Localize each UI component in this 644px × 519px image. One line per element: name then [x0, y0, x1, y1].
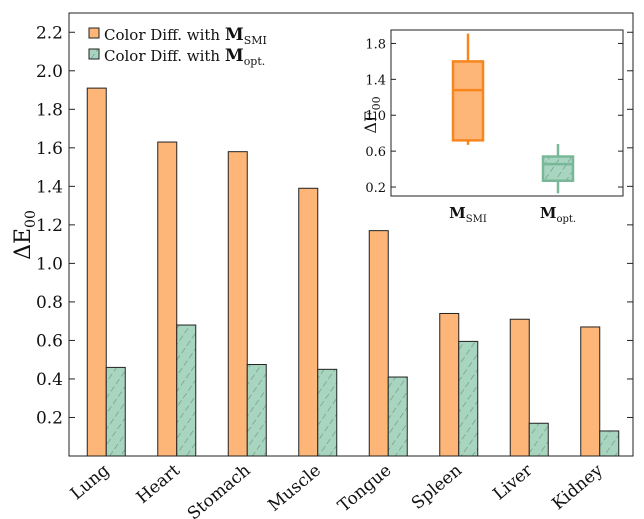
y-axis-title: ΔE00	[11, 210, 39, 260]
y-tick-label: 0.4	[36, 370, 63, 390]
legend-label-series-1: Color Diff. with MSMI	[104, 25, 267, 47]
bar-spleen-series-1	[439, 312, 460, 457]
bar-tongue-series-2	[387, 376, 408, 457]
inset-y-axis-ticks: 0.2 0.6 1.0 1.4 1.8	[365, 37, 623, 196]
inset-boxes	[451, 33, 575, 194]
inset-boxplot: 0.2 0.6 1.0 1.4 1.8 ΔE00 MSMI Mopt.	[361, 29, 624, 225]
inset-y-tick-label: 0.6	[365, 145, 386, 160]
x-tick-label-heart: Heart	[133, 460, 184, 508]
x-tick-label-liver: Liver	[489, 460, 537, 504]
x-tick-label-muscle: Muscle	[265, 461, 325, 516]
inset-y-tick-label: 1.8	[365, 37, 386, 52]
inset-x-label-1: MSMI	[449, 204, 487, 225]
legend-label-series-2: Color Diff. with Mopt.	[104, 46, 265, 68]
bar-heart-series-2	[176, 324, 197, 457]
bar-lung-series-2	[105, 366, 126, 457]
legend-swatch-series-1	[88, 27, 100, 39]
bar-kidney-series-2	[599, 430, 620, 457]
x-axis-labels: Lung Heart Stomach Muscle Tongue Spleen Liver K…	[67, 460, 607, 519]
legend-swatch-series-2	[88, 48, 100, 60]
inset-y-tick-label: 1.0	[365, 109, 386, 124]
y-tick-label: 1.0	[36, 254, 63, 274]
y-axis-ticks: 0.2 0.4 0.6 0.8 1.0 1.2 1.4 1.6 1.8 2.0 2.2	[36, 23, 633, 428]
bar-tongue-series-1	[368, 230, 389, 457]
y-tick-label: 1.6	[36, 139, 63, 159]
inset-x-label-2: Mopt.	[540, 204, 576, 225]
bar-muscle-series-2	[317, 368, 338, 457]
bar-stomach-series-2	[246, 364, 267, 457]
y-tick-label: 0.2	[36, 408, 63, 428]
plot-frame	[68, 12, 634, 457]
x-tick-label-spleen: Spleen	[408, 460, 466, 513]
y-tick-label: 1.2	[36, 216, 63, 236]
inset-y-tick-label: 0.2	[365, 181, 386, 196]
x-tick-label-stomach: Stomach	[184, 460, 255, 519]
y-tick-label: 2.2	[36, 23, 63, 43]
bar-lung-series-1	[86, 87, 107, 457]
bar-heart-series-1	[157, 141, 178, 457]
x-tick-label-tongue: Tongue	[334, 461, 395, 517]
legend: Color Diff. with MSMI Color Diff. with M…	[88, 25, 267, 68]
x-tick-label-lung: Lung	[67, 460, 114, 504]
bar-stomach-series-1	[227, 151, 248, 457]
bar-spleen-series-2	[458, 340, 479, 457]
y-tick-label: 0.8	[36, 293, 63, 313]
bar-muscle-series-1	[298, 187, 319, 457]
inset-box-2	[541, 155, 575, 182]
x-tick-label-kidney: Kidney	[548, 460, 607, 514]
bar-kidney-series-1	[580, 326, 601, 457]
y-tick-label: 1.8	[36, 100, 63, 120]
inset-x-axis-labels: MSMI Mopt.	[449, 204, 576, 225]
bars	[86, 87, 620, 457]
inset-box-1	[451, 60, 485, 142]
inset-y-axis-title: ΔE00	[361, 96, 383, 133]
y-tick-label: 0.6	[36, 331, 63, 351]
bar-liver-series-2	[528, 422, 549, 457]
bar-liver-series-1	[509, 318, 530, 457]
inset-frame	[390, 29, 624, 197]
y-tick-label: 2.0	[36, 62, 63, 82]
inset-y-tick-label: 1.4	[365, 73, 386, 88]
y-tick-label: 1.4	[36, 177, 63, 197]
